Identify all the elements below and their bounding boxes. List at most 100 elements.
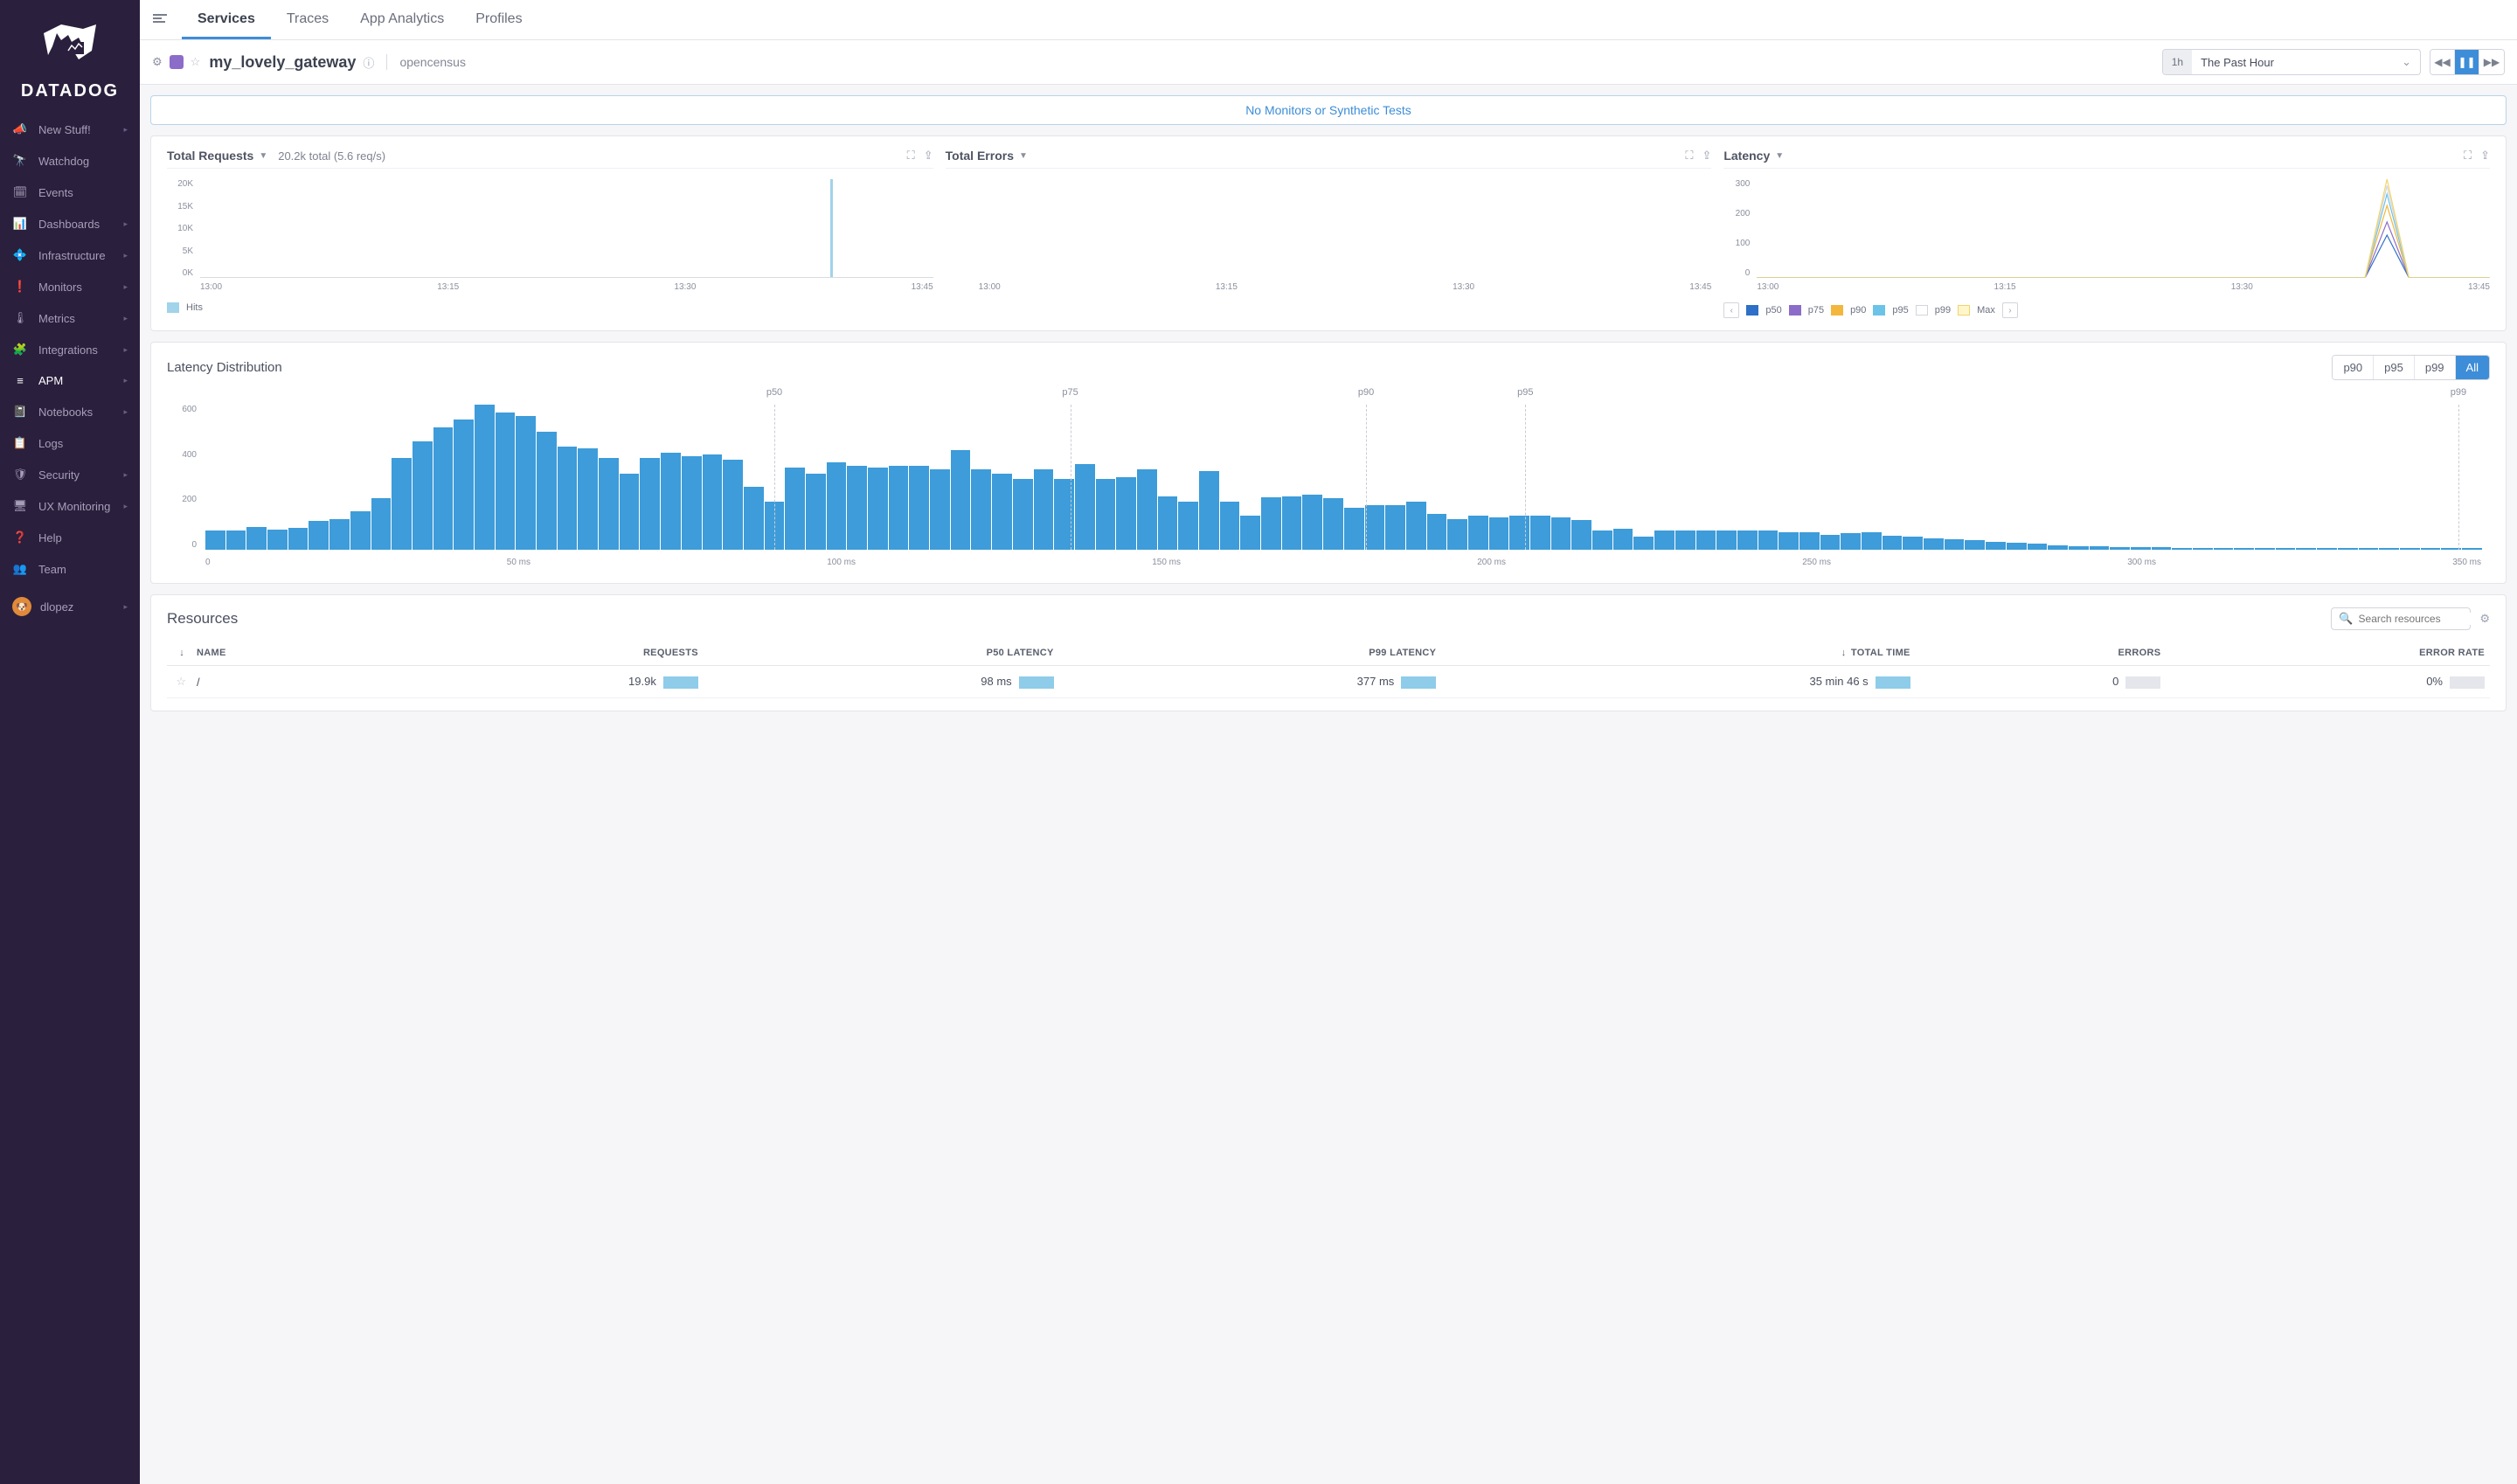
latency-distribution-card: Latency Distribution p90p95p99All p50p75… (150, 342, 2507, 584)
col-p50-latency[interactable]: P50 LATENCY (704, 641, 1059, 666)
resources-card: Resources 🔍 ⚙ ↓NAMEREQUESTSP50 LATENCYP9… (150, 594, 2507, 711)
pause-button[interactable]: ❚❚ (2455, 50, 2479, 74)
sidebar-item-apm[interactable]: ≡ APM ▸ (0, 365, 140, 396)
sidebar-item-watchdog[interactable]: 🔭 Watchdog (0, 145, 140, 177)
nav-label: Team (38, 563, 66, 576)
search-input[interactable] (2359, 613, 2494, 625)
nav-label: Watchdog (38, 155, 89, 168)
playback-controls: ◀◀ ❚❚ ▶▶ (2430, 49, 2505, 75)
col-error-rate[interactable]: ERROR RATE (2166, 641, 2490, 666)
forward-button[interactable]: ▶▶ (2479, 50, 2504, 74)
percentile-p95[interactable]: p95 (2374, 356, 2415, 379)
chevron-right-icon: ▸ (123, 251, 128, 260)
rewind-button[interactable]: ◀◀ (2430, 50, 2455, 74)
user-row[interactable]: 🐶 dlopez ▸ (0, 588, 140, 625)
service-color-swatch (170, 55, 184, 69)
legend-prev[interactable]: ‹ (1723, 302, 1739, 318)
sidebar-item-monitors[interactable]: ❗Monitors▸ (0, 271, 140, 302)
percentile-p99[interactable]: p99 (2415, 356, 2456, 379)
nav-label: Notebooks (38, 406, 93, 419)
chart-title: Total Requests (167, 149, 253, 163)
nav-label: Dashboards (38, 218, 100, 231)
sidebar-item-ux-monitoring[interactable]: 🖥UX Monitoring▸ (0, 490, 140, 522)
nav-list: 📣New Stuff!▸ 🔭 Watchdog 🗓 Events 📊 Dashboards ▸… (0, 114, 140, 585)
chevron-right-icon: ▸ (123, 407, 128, 417)
tab-app-analytics[interactable]: App Analytics (344, 0, 460, 39)
sidebar-item-integrations[interactable]: 🧩Integrations▸ (0, 334, 140, 365)
logs-icon: 📋 (12, 436, 28, 450)
star-icon[interactable]: ☆ (176, 675, 186, 688)
star-icon[interactable]: ☆ (191, 55, 201, 69)
latency-chart: Latency ▼ ⛶ ⇪ 3002001000 13:0013:1513:30… (1723, 149, 2490, 318)
export-icon[interactable]: ⇪ (2480, 149, 2490, 163)
chevron-right-icon: ▸ (123, 345, 128, 355)
info-icon[interactable]: ⓘ (363, 54, 374, 71)
chevron-down-icon[interactable]: ▼ (1775, 151, 1784, 161)
export-icon[interactable]: ⇪ (924, 149, 933, 163)
latency-dist-title: Latency Distribution (167, 360, 282, 375)
expand-icon[interactable]: ⛶ (907, 149, 915, 163)
binoculars-icon: 🔭 (12, 154, 28, 168)
resource-row[interactable]: ☆ / 19.9k 98 ms 377 ms 35 min 46 s 0 0% (167, 666, 2490, 698)
expand-icon[interactable]: ⛶ (2464, 149, 2472, 163)
avatar: 🐶 (12, 597, 31, 616)
team-icon: 👥 (12, 562, 28, 576)
nav-label: Events (38, 186, 73, 199)
col-requests[interactable]: REQUESTS (361, 641, 703, 666)
sidebar-item-events[interactable]: 🗓 Events (0, 177, 140, 208)
puzzle-icon: 🧩 (12, 343, 28, 357)
sidebar-item-team[interactable]: 👥 Team (0, 553, 140, 585)
tab-profiles[interactable]: Profiles (460, 0, 537, 39)
chevron-right-icon: ▸ (123, 376, 128, 385)
logo (0, 0, 140, 81)
resources-table: ↓NAMEREQUESTSP50 LATENCYP99 LATENCY↓ TOT… (167, 641, 2490, 698)
apm-icon: ≡ (12, 374, 28, 387)
network-icon: 💠 (12, 248, 28, 262)
sidebar-item-metrics[interactable]: 🌡Metrics▸ (0, 302, 140, 334)
percentile-p90[interactable]: p90 (2333, 356, 2374, 379)
chevron-right-icon: ▸ (123, 219, 128, 229)
chevron-down-icon[interactable]: ▼ (1019, 151, 1028, 161)
legend-next[interactable]: › (2002, 302, 2018, 318)
sidebar-item-logs[interactable]: 📋 Logs (0, 427, 140, 459)
col-errors[interactable]: ERRORS (1916, 641, 2167, 666)
chart-subtitle: 20.2k total (5.6 req/s) (278, 149, 385, 163)
nav-label: Logs (38, 437, 63, 450)
settings-icon[interactable]: ⚙ (152, 55, 163, 69)
total-errors-chart: Total Errors ▼ ⛶ ⇪ 13:0013:1513:3013:45 (946, 149, 1712, 318)
export-icon[interactable]: ⇪ (1702, 149, 1711, 163)
resources-search[interactable]: 🔍 (2331, 607, 2471, 630)
nav-label: Security (38, 468, 80, 482)
col-p99-latency[interactable]: P99 LATENCY (1059, 641, 1442, 666)
nav-label: New Stuff! (38, 123, 91, 136)
sidebar-item-security[interactable]: 🛡Security▸ (0, 459, 140, 490)
sidebar: DATADOG 📣New Stuff!▸🔭Watchdog🗓Events📊Das… (0, 0, 140, 1484)
sidebar-item-dashboards[interactable]: 📊 Dashboards ▸ (0, 208, 140, 239)
chevron-down-icon: ⌄ (2393, 55, 2420, 69)
tab-services[interactable]: Services (182, 0, 271, 39)
chevron-down-icon[interactable]: ▼ (259, 151, 267, 161)
col-total-time[interactable]: ↓ TOTAL TIME (1441, 641, 1915, 666)
calendar-icon: 🗓 (12, 185, 28, 199)
sidebar-item-notebooks[interactable]: 📓Notebooks▸ (0, 396, 140, 427)
percentile-buttons: p90p95p99All (2332, 355, 2490, 380)
chart-title: Latency (1723, 149, 1770, 163)
time-label: The Past Hour (2192, 56, 2393, 69)
percentile-all[interactable]: All (2456, 356, 2489, 379)
nav-label: APM (38, 374, 63, 387)
monitors-banner[interactable]: No Monitors or Synthetic Tests (150, 95, 2507, 125)
sidebar-item-new-stuff-[interactable]: 📣New Stuff!▸ (0, 114, 140, 145)
gear-icon[interactable]: ⚙ (2479, 612, 2490, 626)
sidebar-item-infrastructure[interactable]: 💠Infrastructure▸ (0, 239, 140, 271)
alert-icon: ❗ (12, 280, 28, 294)
col-name[interactable]: NAME (191, 641, 361, 666)
apm-icon (152, 12, 171, 27)
chart-icon: 📊 (12, 217, 28, 231)
col-star[interactable]: ↓ (167, 641, 191, 666)
tab-traces[interactable]: Traces (271, 0, 344, 39)
time-short: 1h (2163, 50, 2192, 74)
sidebar-item-help[interactable]: ❓Help (0, 522, 140, 553)
expand-icon[interactable]: ⛶ (1685, 149, 1693, 163)
time-range-picker[interactable]: 1h The Past Hour ⌄ (2162, 49, 2421, 75)
service-library: opencensus (399, 55, 466, 69)
